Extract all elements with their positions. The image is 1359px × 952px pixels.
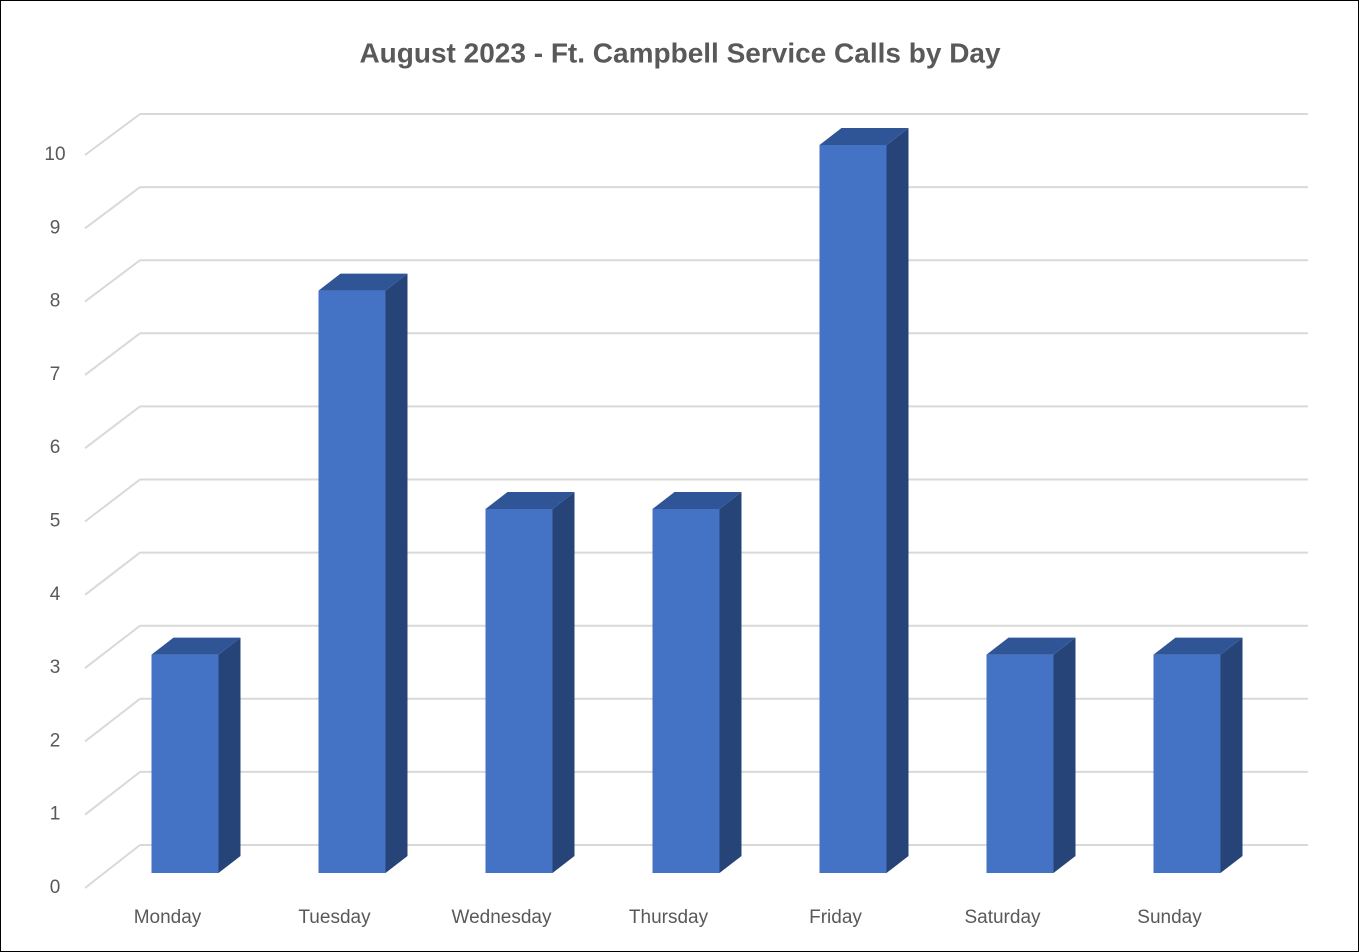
- chart-title: August 2023 - Ft. Campbell Service Calls…: [359, 37, 1001, 68]
- y-tick-label: 0: [50, 877, 61, 898]
- bar: [1153, 637, 1243, 873]
- y-tick-label: 9: [50, 217, 61, 238]
- bar-side: [719, 492, 742, 873]
- bar-front: [151, 654, 219, 873]
- y-tick-label: 2: [50, 730, 61, 751]
- x-tick-label: Wednesday: [452, 907, 552, 928]
- bar-top: [652, 492, 742, 509]
- bar-side: [1053, 637, 1076, 873]
- bar-front: [652, 509, 720, 873]
- bar-side: [218, 637, 241, 873]
- bar-top: [151, 637, 241, 655]
- grid-line-wall: [84, 405, 141, 449]
- bar: [151, 637, 241, 873]
- bar: [652, 492, 742, 873]
- grid-line-wall: [84, 186, 141, 230]
- y-tick-label: 10: [44, 144, 65, 165]
- x-tick-label: Tuesday: [298, 907, 371, 928]
- bar-side: [385, 273, 408, 874]
- bar-front: [986, 654, 1054, 873]
- bar: [986, 637, 1076, 873]
- y-tick-label: 4: [50, 584, 61, 605]
- grid-line-wall: [84, 624, 141, 669]
- grid-line-wall: [84, 259, 141, 303]
- bar-front: [318, 290, 386, 874]
- x-tick-label: Sunday: [1137, 907, 1202, 928]
- bar: [318, 273, 408, 874]
- y-tick-label: 6: [50, 437, 61, 458]
- bar-side: [552, 492, 575, 873]
- bar: [485, 492, 575, 873]
- x-tick-label: Saturday: [964, 907, 1041, 928]
- bar-top: [1153, 637, 1243, 655]
- x-tick-label: Monday: [134, 907, 202, 928]
- grid-line-wall: [84, 332, 141, 376]
- x-tick-label: Friday: [809, 907, 862, 928]
- bar-side: [886, 128, 909, 873]
- x-tick-label: Thursday: [629, 907, 709, 928]
- y-tick-label: 1: [50, 804, 61, 825]
- y-tick-label: 7: [50, 364, 61, 385]
- bar-top: [485, 492, 575, 509]
- grid-line-wall: [84, 113, 141, 156]
- grid-line-wall: [84, 478, 141, 523]
- bar: [819, 128, 909, 873]
- y-tick-label: 8: [50, 291, 61, 312]
- bar-top: [819, 128, 909, 145]
- grid-line-wall: [84, 698, 141, 743]
- bar-side: [1220, 637, 1243, 873]
- bar-top: [986, 637, 1076, 655]
- bar-front: [1153, 654, 1221, 873]
- bar-front: [485, 509, 553, 873]
- bar-front: [819, 145, 887, 873]
- grid-line-wall: [84, 551, 141, 596]
- y-tick-label: 5: [50, 511, 61, 532]
- grid-line-wall: [84, 844, 141, 889]
- y-tick-label: 3: [50, 657, 61, 678]
- grid-line-wall: [84, 771, 141, 816]
- bar-top: [318, 273, 408, 291]
